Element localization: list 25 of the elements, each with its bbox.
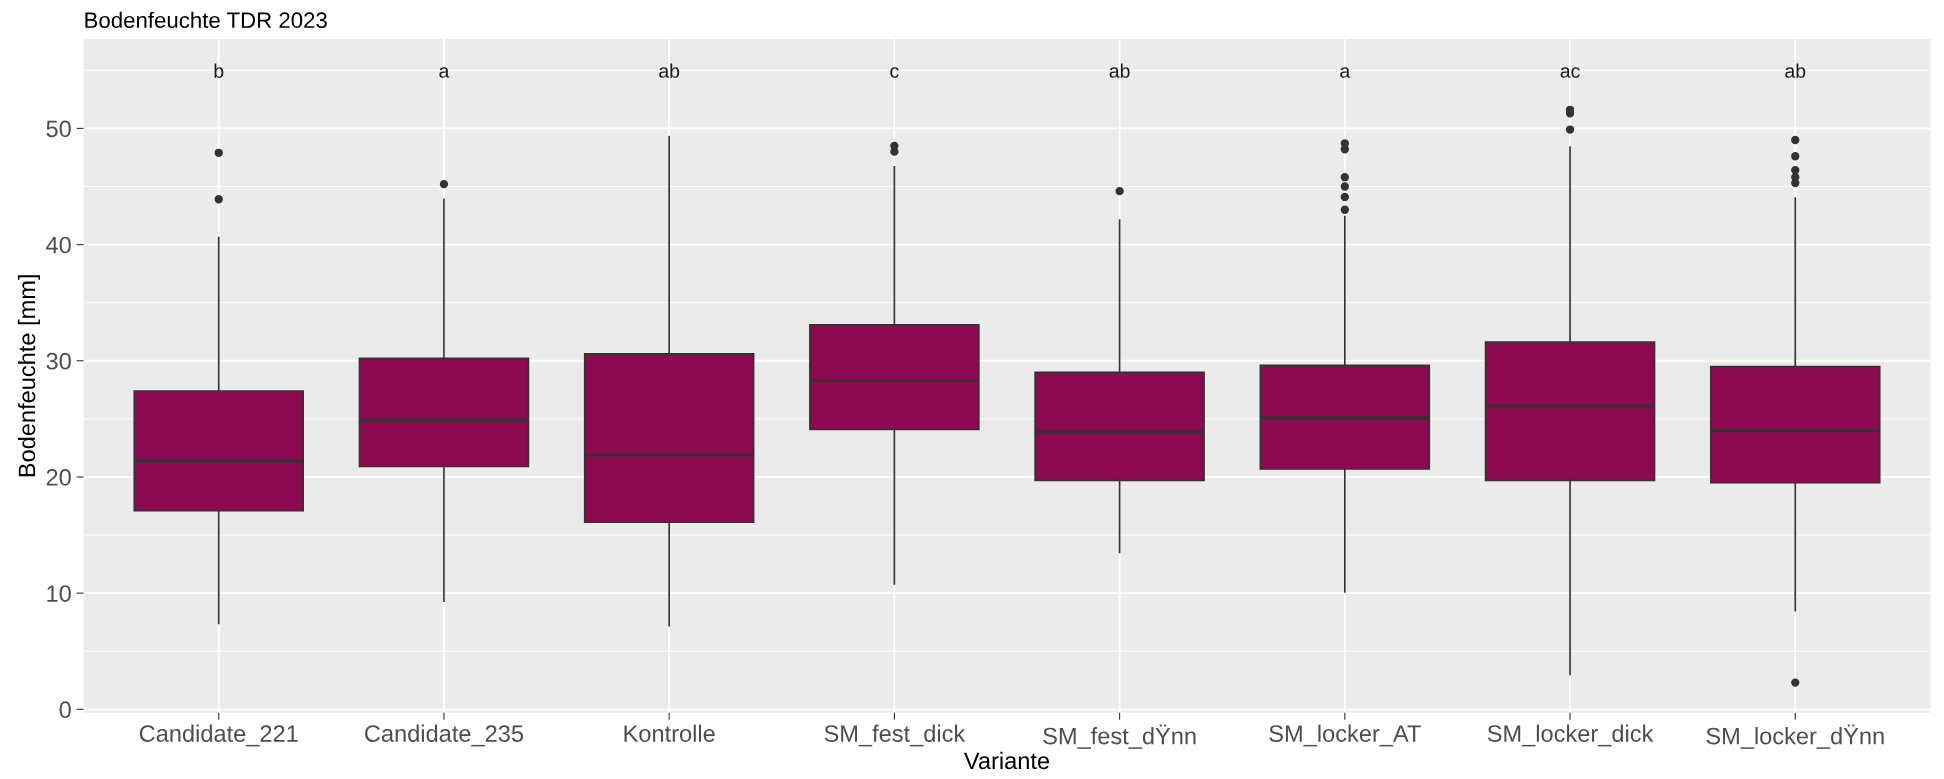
annotation: b — [214, 63, 224, 78]
x-tick-label: SM_locker_dŸnn — [1706, 724, 1884, 749]
y-tick-label: 40 — [46, 236, 71, 254]
x-axis-title: Variante — [964, 751, 1050, 770]
annotation: ab — [1109, 63, 1130, 78]
y-tick-label: 0 — [59, 701, 71, 719]
x-tick-label: Candidate_235 — [365, 724, 524, 747]
x-tick-label: SM_fest_dick — [824, 724, 966, 747]
x-tick-label: Kontrolle — [624, 724, 715, 742]
annotation: ac — [1560, 67, 1580, 78]
annotation: ab — [1785, 63, 1806, 78]
y-axis-title: Bodenfeuchte [mm] — [17, 275, 40, 477]
y-tick-label: 10 — [47, 585, 71, 602]
x-tick-label: Candidate_221 — [139, 724, 298, 747]
y-tick-label: 50 — [46, 120, 71, 138]
annotation: a — [439, 67, 450, 78]
annotation: c — [890, 67, 899, 78]
y-tick-label: 20 — [46, 469, 71, 486]
annotation: ab — [659, 63, 680, 78]
x-tick-label: SM_fest_dŸnn — [1043, 724, 1196, 749]
y-tick-label: 30 — [46, 352, 71, 370]
x-tick-label: SM_locker_AT — [1269, 724, 1421, 747]
x-tick-label: SM_locker_dick — [1487, 724, 1654, 747]
chart-title: Bodenfeuchte TDR 2023 — [85, 11, 327, 29]
annotation: a — [1340, 67, 1351, 78]
